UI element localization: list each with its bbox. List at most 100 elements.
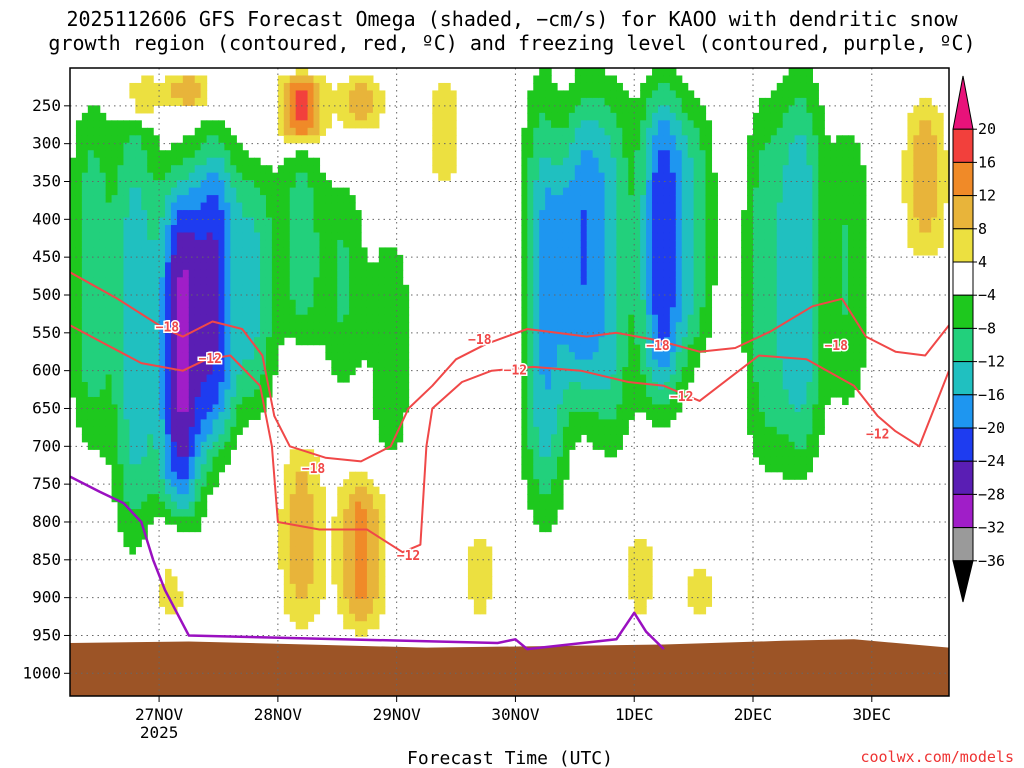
omega-cell (818, 210, 825, 219)
omega-cell (349, 292, 356, 301)
omega-cell (218, 135, 226, 144)
omega-cell (200, 195, 208, 204)
omega-cell (527, 277, 534, 286)
omega-cell (200, 471, 208, 480)
omega-cell (313, 314, 321, 323)
omega-cell (200, 494, 208, 503)
omega-cell (770, 135, 778, 144)
omega-cell (331, 344, 338, 353)
omega-cell (182, 239, 190, 249)
omega-cell (87, 382, 95, 391)
omega-cell (206, 254, 214, 263)
omega-cell (586, 172, 594, 181)
omega-cell (200, 344, 208, 353)
omega-cell (782, 434, 790, 443)
omega-cell (81, 396, 89, 406)
omega-cell (693, 292, 701, 301)
omega-cell (557, 254, 564, 263)
omega-cell (75, 180, 83, 189)
omega-cell (165, 411, 172, 420)
omega-cell (562, 464, 570, 473)
omega-cell (361, 479, 368, 488)
omega-cell (438, 97, 445, 106)
omega-cell (622, 202, 629, 211)
omega-cell (378, 568, 386, 577)
omega-cell (248, 344, 255, 353)
omega-cell (800, 254, 808, 263)
omega-cell (176, 307, 184, 316)
omega-cell (539, 112, 546, 121)
omega-cell (770, 172, 778, 181)
omega-cell (141, 299, 148, 308)
omega-cell (123, 426, 130, 435)
omega-cell (366, 352, 374, 361)
omega-cell (372, 591, 380, 600)
omega-cell (527, 150, 534, 159)
omega-cell (652, 202, 659, 211)
omega-cell (277, 269, 285, 278)
omega-cell (313, 180, 321, 189)
omega-cell (129, 142, 136, 151)
omega-cell (545, 456, 552, 465)
omega-cell (545, 217, 552, 226)
omega-cell (141, 247, 148, 256)
omega-cell (681, 299, 689, 308)
omega-cell (634, 157, 641, 166)
omega-cell (782, 382, 790, 391)
omega-cell (812, 441, 819, 450)
omega-cell (776, 277, 784, 286)
omega-cell (568, 112, 576, 121)
omega-cell (378, 426, 386, 435)
omega-cell (111, 374, 119, 383)
omega-cell (628, 561, 635, 570)
omega-cell (687, 97, 695, 106)
omega-cell (604, 269, 612, 278)
omega-cell (770, 187, 778, 196)
omega-cell (794, 337, 802, 346)
omega-cell (170, 277, 178, 286)
omega-cell (640, 82, 647, 92)
omega-cell (123, 531, 130, 540)
omega-cell (87, 441, 95, 450)
omega-cell (776, 344, 784, 353)
omega-cell (551, 195, 558, 204)
omega-cell (81, 284, 89, 293)
omega-cell (230, 382, 237, 391)
omega-cell (396, 382, 404, 391)
omega-cell (539, 382, 546, 391)
omega-cell (782, 112, 790, 121)
omega-cell (307, 591, 315, 600)
omega-cell (521, 292, 528, 301)
omega-cell (610, 180, 618, 189)
omega-cell (568, 277, 576, 286)
omega-cell (165, 344, 172, 353)
omega-cell (337, 307, 344, 316)
omega-cell (378, 494, 386, 503)
omega-cell (657, 359, 665, 368)
omega-cell (776, 464, 784, 473)
omega-cell (747, 187, 754, 196)
omega-cell (539, 501, 546, 510)
omega-cell (539, 135, 546, 144)
omega-cell (562, 374, 570, 383)
omega-cell (87, 352, 95, 361)
omega-cell (265, 352, 273, 361)
omega-cell (753, 367, 760, 376)
omega-cell (604, 367, 612, 376)
omega-cell (141, 90, 148, 99)
omega-cell (699, 247, 707, 256)
omega-cell (747, 352, 754, 361)
omega-cell (384, 374, 392, 383)
omega-cell (652, 292, 659, 301)
omega-cell (551, 449, 558, 458)
omega-cell (355, 591, 362, 600)
omega-cell (663, 352, 671, 361)
omega-cell (586, 374, 594, 383)
omega-cell (105, 150, 113, 159)
omega-cell (693, 322, 701, 331)
omega-cell (396, 396, 404, 406)
omega-cell (230, 441, 237, 450)
omega-cell (182, 97, 190, 106)
omega-cell (301, 292, 309, 301)
omega-cell (693, 232, 701, 241)
